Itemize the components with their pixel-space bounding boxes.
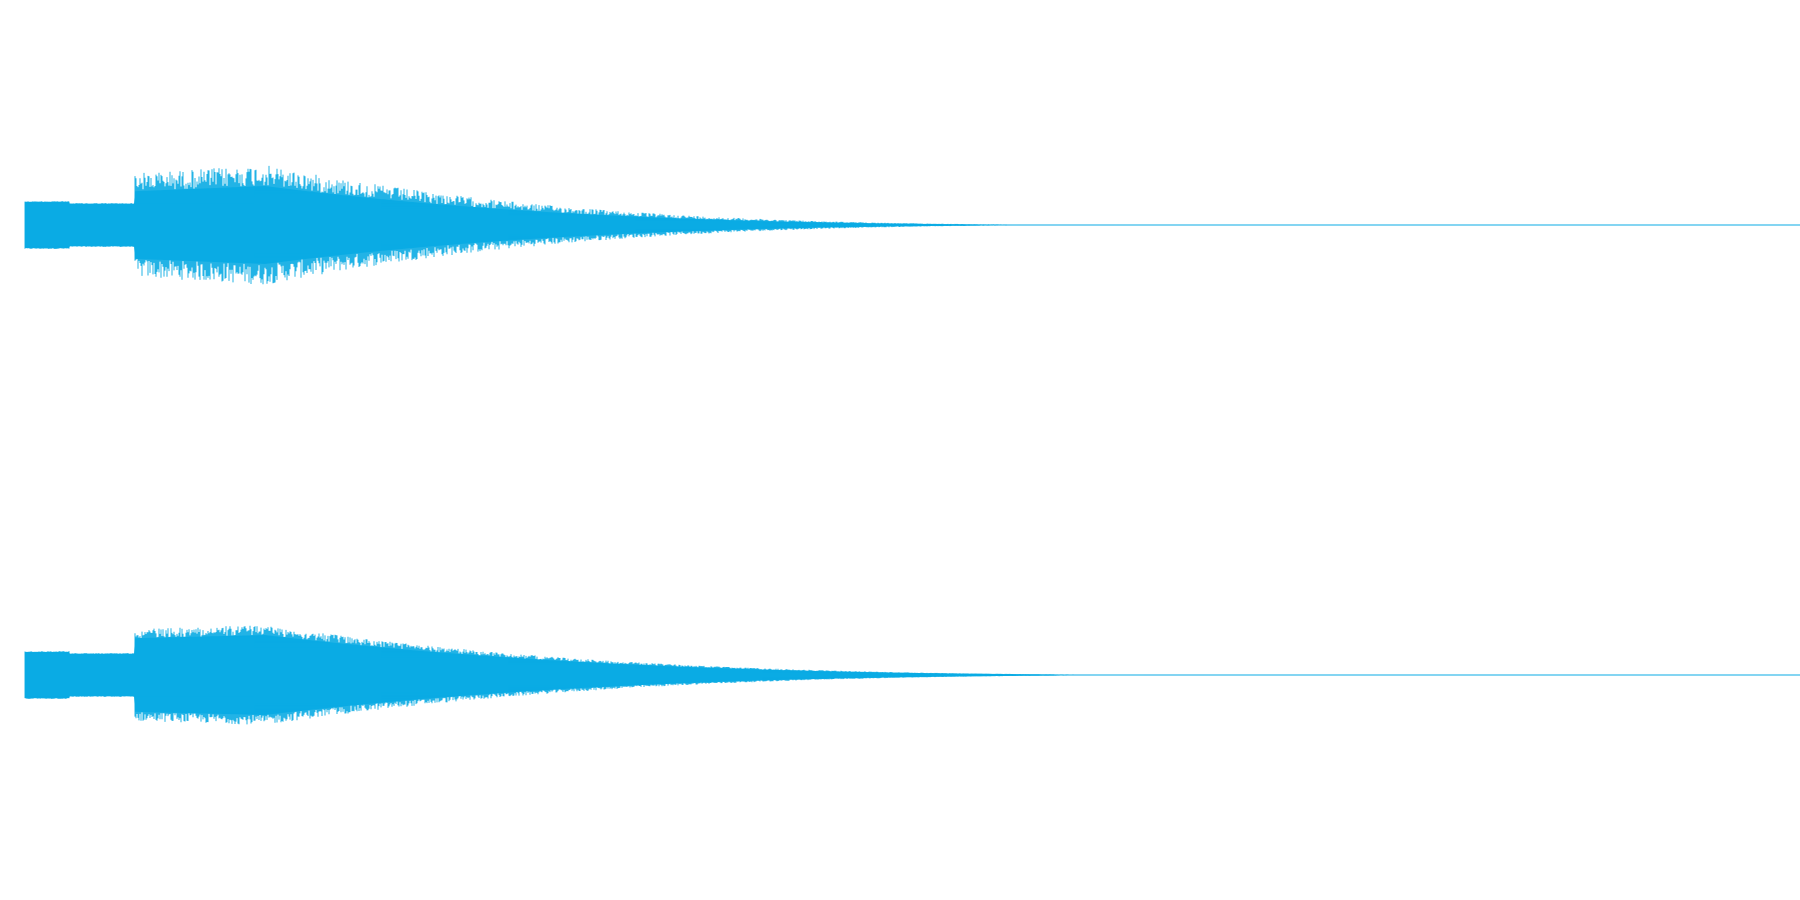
waveform-channel (24, 165, 1129, 285)
waveform-channel (24, 625, 1211, 725)
